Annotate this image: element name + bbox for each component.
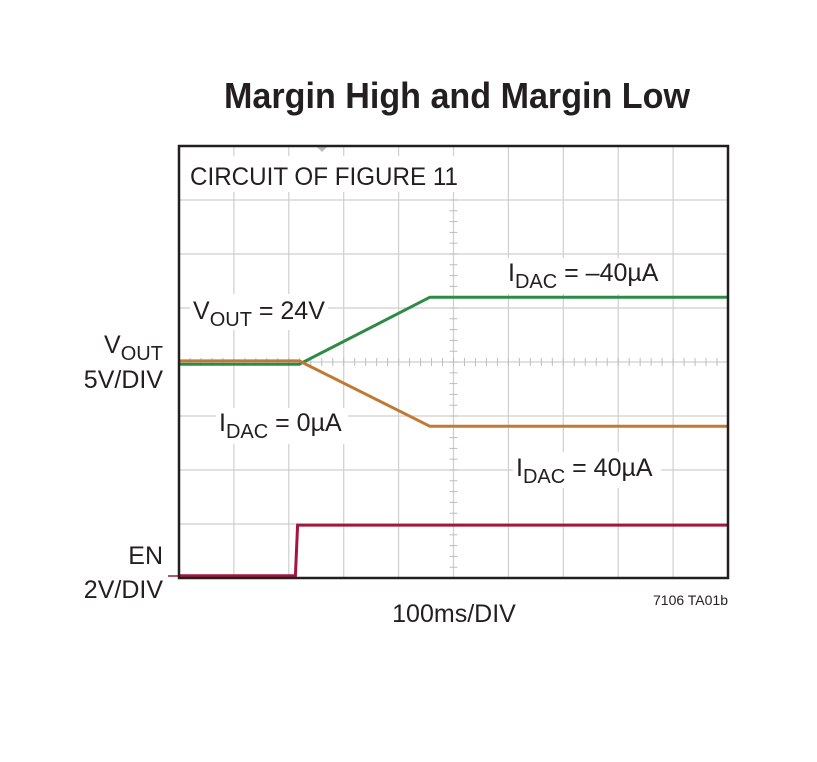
chart-title: Margin High and Margin Low xyxy=(224,75,691,116)
traces xyxy=(179,295,728,578)
label-idac-0: IDAC = 0µA xyxy=(219,409,342,443)
label-vout-24v: VOUT = 24V xyxy=(193,297,325,331)
label-idac-40: IDAC = 40µA xyxy=(516,454,653,488)
figure-id: 7106 TA01b xyxy=(653,592,728,608)
channel-vout-scale: 5V/DIV xyxy=(84,366,164,394)
channel-vout-label: VOUT xyxy=(104,331,163,365)
trace-0 xyxy=(179,295,728,366)
trace-1 xyxy=(179,359,728,428)
x-axis-label: 100ms/DIV xyxy=(392,600,516,628)
trigger-marker xyxy=(316,146,328,152)
trace-2 xyxy=(179,523,728,578)
circuit-annotation: CIRCUIT OF FIGURE 11 xyxy=(190,163,458,191)
label-idac-minus40: IDAC = –40µA xyxy=(508,259,659,293)
channel-en-scale: 2V/DIV xyxy=(84,576,164,604)
channel-en-label: EN xyxy=(128,542,163,570)
plot-frame xyxy=(177,144,730,580)
